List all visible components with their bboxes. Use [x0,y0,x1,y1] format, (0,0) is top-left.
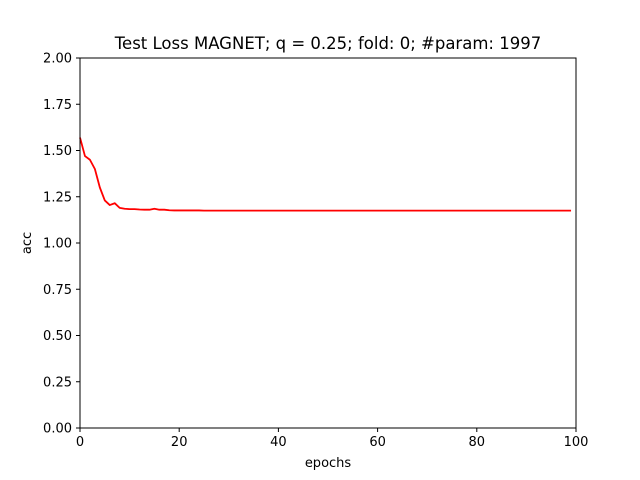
series-line-0 [79,137,572,212]
y-tick-label: 1.25 [43,190,72,205]
x-tick-label: 100 [564,435,589,450]
y-tick-label: 0.00 [43,422,72,437]
y-tick-label: 0.50 [43,329,72,344]
y-tick-label: 2.00 [43,52,72,67]
y-tick-label: 0.75 [43,283,72,298]
y-tick-label: 1.75 [43,98,72,113]
x-axis-label: epochs [305,456,352,471]
y-tick-label: 0.25 [43,375,72,390]
y-axis-label: acc [20,232,35,254]
plot-area [79,57,577,429]
x-axis-ticks: 0 20 40 60 80 100 [76,428,589,450]
x-tick-label: 80 [469,435,486,450]
series-layer [79,137,572,212]
y-axis-ticks: 0.00 0.25 0.50 0.75 1.00 1.25 1.50 1.75 2.00 [43,52,80,437]
y-tick-label: 1.50 [43,144,72,159]
x-tick-label: 60 [369,435,386,450]
x-tick-label: 20 [171,435,188,450]
y-tick-label: 1.00 [43,237,72,252]
chart-title: Test Loss MAGNET; q = 0.25; fold: 0; #pa… [114,34,541,53]
x-tick-label: 40 [270,435,287,450]
x-tick-label: 0 [76,435,84,450]
plot-background [80,58,576,428]
